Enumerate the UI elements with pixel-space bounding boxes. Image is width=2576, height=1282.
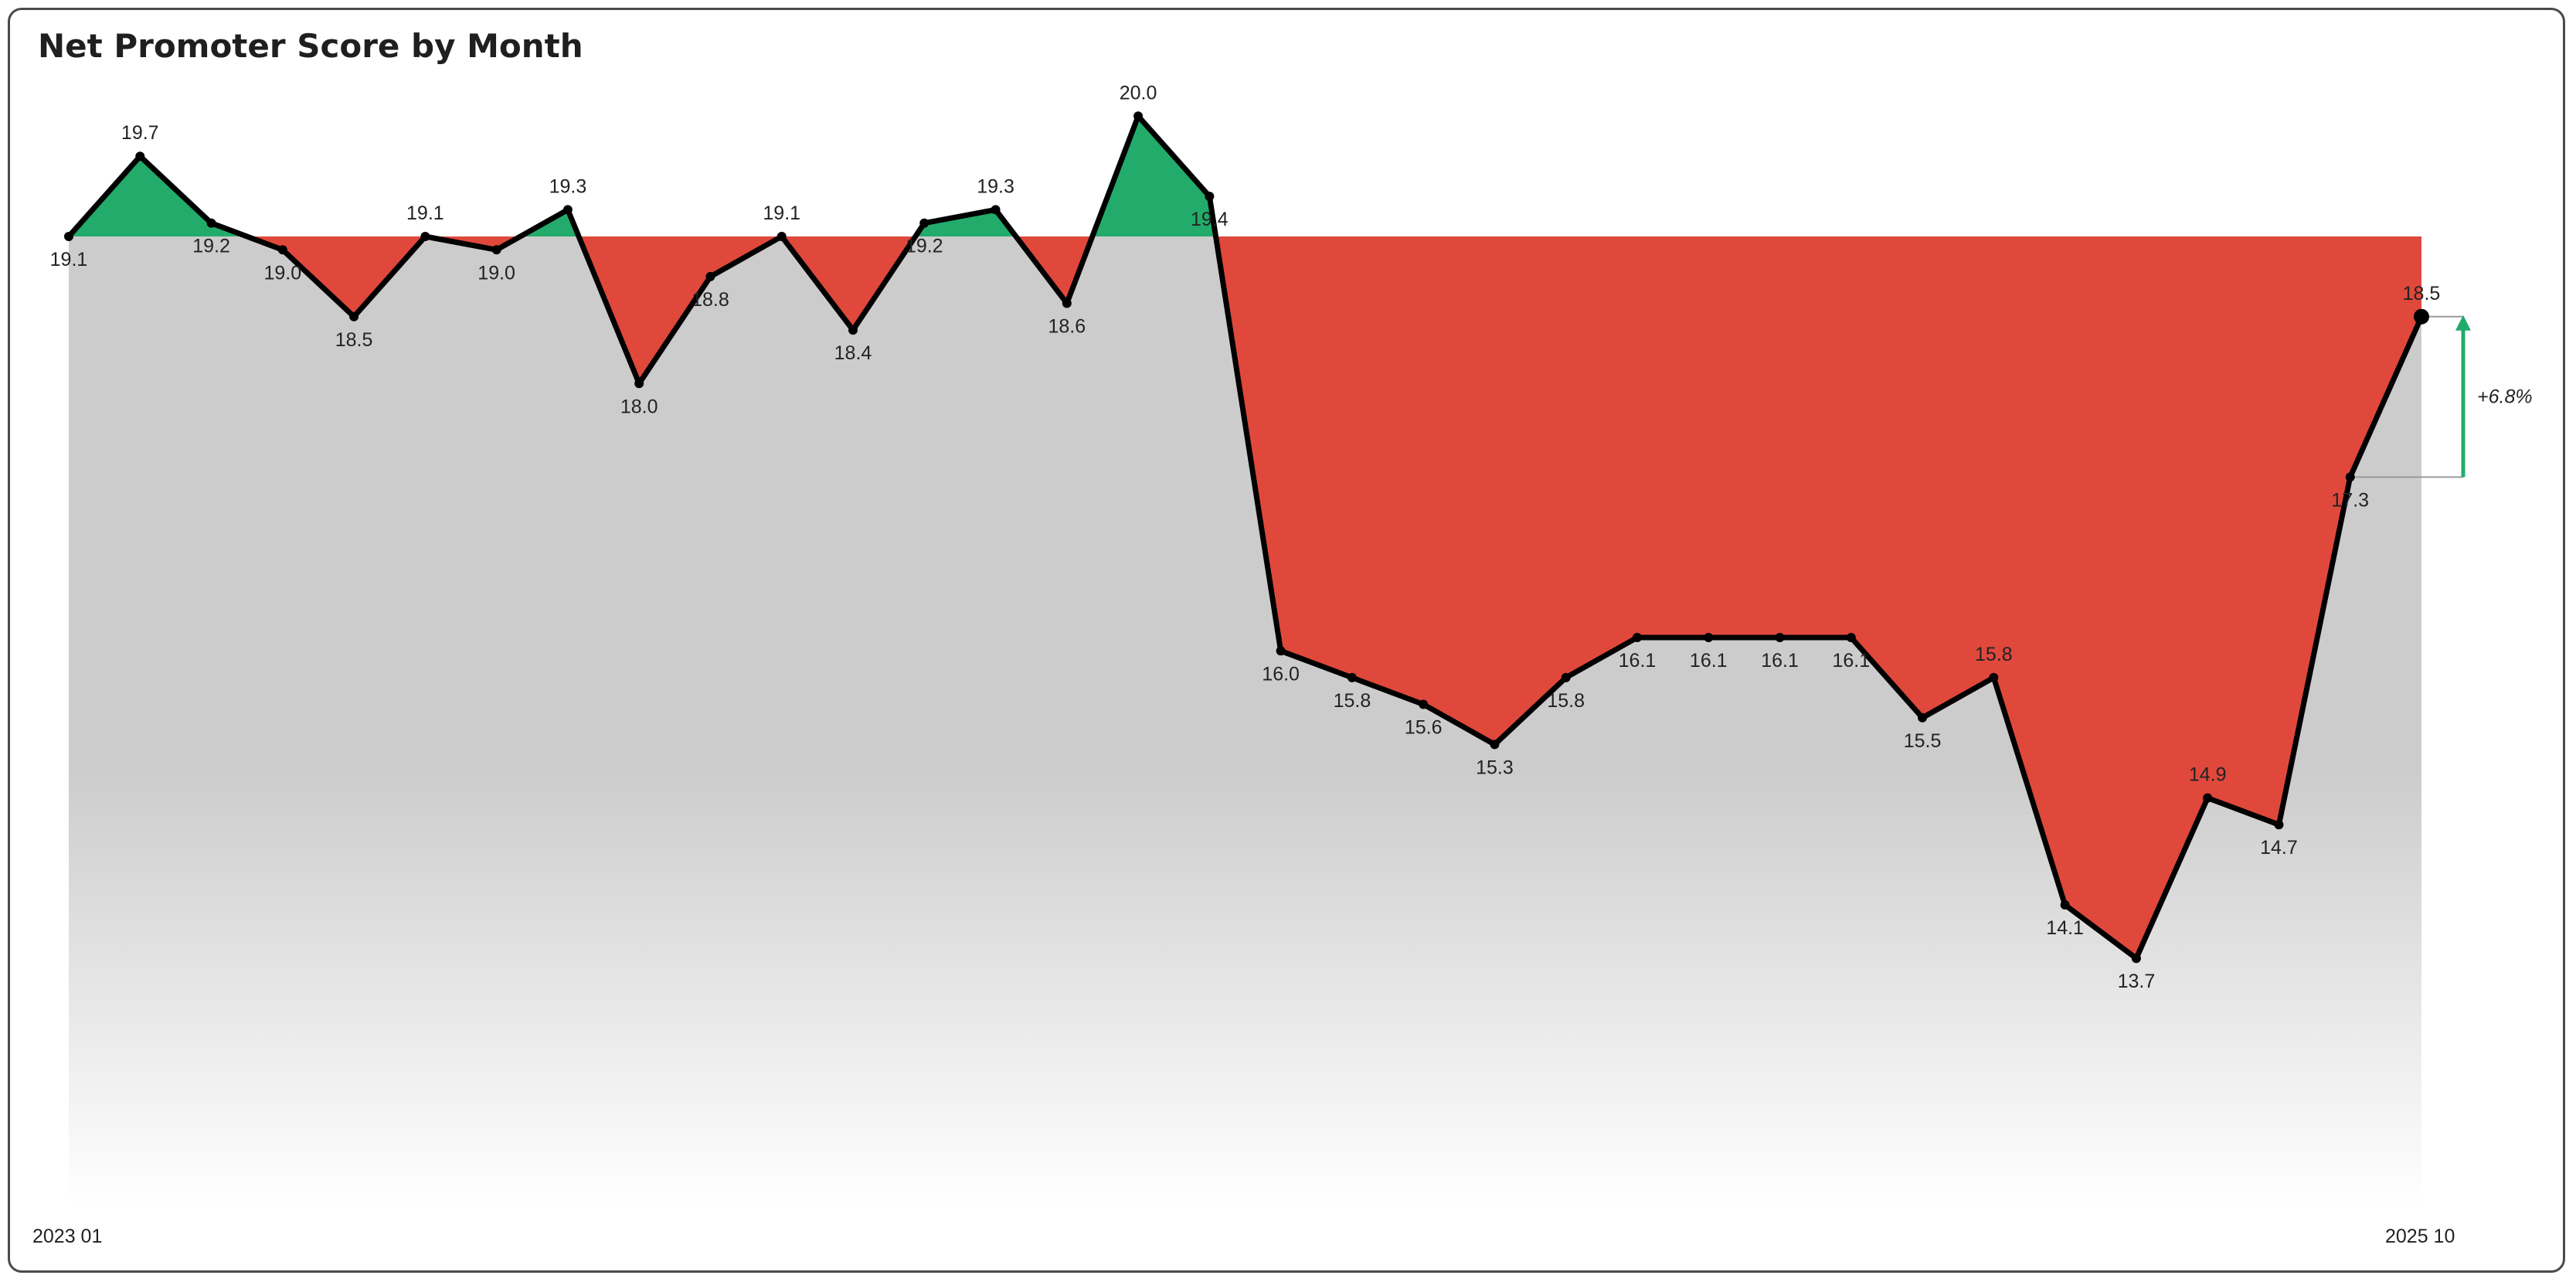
data-label: 17.3 [2331,489,2369,511]
data-label: 19.1 [763,202,800,224]
data-label: 14.1 [2046,917,2084,939]
data-label: 18.5 [2403,283,2441,304]
data-label: 18.0 [620,396,658,417]
data-label: 15.8 [1334,690,1371,712]
x-tick-label-end: 2025 10 [2385,1226,2455,1247]
data-point [1133,111,1144,121]
change-arrow-head [2455,315,2471,331]
data-point [2274,820,2284,830]
data-point [1276,646,1286,656]
data-point [135,151,145,162]
data-point [1490,740,1500,750]
data-label: 19.2 [906,236,943,257]
chart-title: Net Promoter Score by Month [38,27,583,65]
data-label: 14.9 [2189,764,2227,786]
data-point [562,205,573,215]
data-point [777,232,787,241]
data-point [1419,699,1429,709]
data-label: 19.0 [263,262,301,284]
data-point [2203,793,2213,803]
data-label: 13.7 [2118,971,2156,992]
data-point [848,325,858,335]
data-point [206,218,216,228]
data-label: 15.3 [1476,757,1514,778]
data-point [491,245,501,255]
data-point [1633,633,1642,642]
data-label: 18.5 [335,329,373,351]
data-label: 18.4 [834,342,872,364]
data-label: 16.0 [1262,663,1300,685]
data-point [1062,298,1072,308]
data-point [919,218,929,228]
data-label: 16.1 [1832,650,1870,672]
data-point [1561,672,1571,682]
data-point [991,205,1001,215]
data-point [1775,633,1785,642]
data-label: 19.3 [549,175,587,197]
data-point [1846,633,1856,642]
data-label: 19.3 [977,175,1014,197]
data-label: 15.8 [1547,690,1585,712]
data-label: 16.1 [1619,650,1657,672]
data-point [1347,672,1357,682]
data-point [420,232,430,241]
data-label: 15.8 [1975,644,2013,665]
data-point [349,311,359,321]
data-point [2131,954,2141,964]
data-label: 16.1 [1690,650,1728,672]
data-label: 15.6 [1405,717,1443,739]
data-label: 19.1 [50,249,88,270]
area-below-baseline [69,236,2421,959]
data-point [705,271,715,281]
data-label: 18.6 [1048,316,1086,338]
data-label: 15.5 [1904,730,1942,752]
data-label: 14.7 [2260,837,2298,859]
data-label: 19.2 [192,236,230,257]
change-label: +6.8% [2477,386,2533,408]
data-point [2345,472,2355,482]
data-label: 19.1 [406,202,444,224]
data-label: 19.7 [121,122,159,144]
data-label: 20.0 [1120,82,1157,104]
data-point [1704,633,1714,642]
data-point [2060,900,2070,910]
data-point [1205,192,1215,202]
x-tick-label-start: 2023 01 [32,1226,102,1247]
data-point [1918,712,1928,723]
data-point [2414,308,2429,325]
data-label: 19.0 [477,262,515,284]
data-point [64,232,73,241]
data-point [1989,672,1999,682]
data-point [277,245,287,255]
data-label: 16.1 [1761,650,1799,672]
nps-line [66,113,2425,961]
data-label: 18.8 [692,289,729,311]
data-label: 19.4 [1191,209,1229,230]
data-point [634,379,644,389]
